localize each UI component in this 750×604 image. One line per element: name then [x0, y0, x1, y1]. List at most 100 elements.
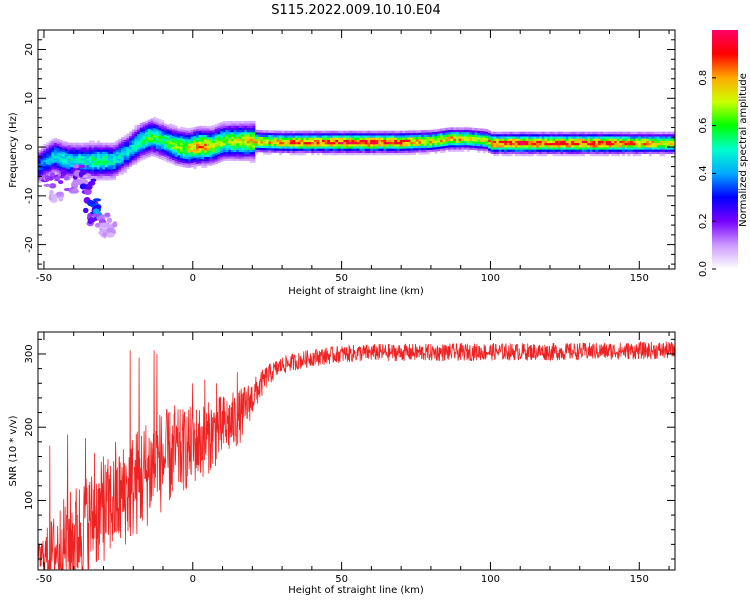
heatmap-cell: [560, 138, 564, 141]
heatmap-cell: [271, 145, 275, 149]
heatmap-cell: [608, 149, 612, 152]
heatmap-cell: [96, 151, 101, 155]
heatmap-cell: [46, 159, 50, 163]
heatmap-cell: [38, 173, 42, 177]
heatmap-cell: [552, 151, 556, 155]
heatmap-cell: [555, 149, 559, 152]
heatmap-cell: [150, 118, 154, 122]
heatmap-cell: [367, 141, 371, 145]
heatmap-cell: [552, 136, 556, 139]
heatmap-cell: [64, 148, 68, 151]
heatmap-cell: [271, 136, 275, 140]
heatmap-cell: [391, 132, 395, 136]
heatmap-cell: [506, 153, 510, 157]
heatmap-cell: [560, 136, 564, 139]
heatmap-cell: [399, 152, 403, 156]
heatmap-cell: [348, 143, 352, 147]
heatmap-cell: [158, 152, 162, 155]
heatmap-cell: [656, 138, 660, 141]
heatmap-cell: [474, 130, 478, 133]
heatmap-cell: [501, 140, 505, 144]
heatmap-cell: [573, 136, 577, 139]
heatmap-cell: [447, 134, 451, 137]
heatmap-cell: [252, 125, 256, 128]
heatmap-cell: [429, 140, 433, 144]
heatmap-cell: [40, 156, 44, 160]
heatmap-cell: [51, 154, 55, 157]
heatmap-cell: [434, 129, 438, 132]
heatmap-cell: [308, 148, 312, 151]
heatmap-cell: [589, 149, 593, 152]
heatmap-cell: [46, 170, 50, 174]
heatmap-cell: [134, 138, 138, 141]
heatmap-cell: [86, 162, 90, 166]
heatmap-cell: [573, 147, 577, 150]
heatmap-cell: [525, 136, 529, 139]
heatmap-cell: [654, 151, 658, 155]
heatmap-cell: [230, 142, 234, 146]
heatmap-cell: [86, 164, 90, 168]
heatmap-cell: [603, 142, 607, 146]
heatmap-cell: [198, 141, 202, 144]
heatmap-cell: [96, 177, 101, 181]
heatmap-cell: [367, 143, 371, 147]
heatmap-cell: [402, 143, 406, 147]
heatmap-cell: [327, 130, 331, 134]
heatmap-cell: [67, 173, 71, 176]
heatmap-cell: [174, 145, 178, 149]
heatmap-cell: [225, 138, 229, 142]
heatmap-cell: [348, 130, 352, 134]
heatmap-cell: [504, 144, 508, 148]
heatmap-cell: [563, 151, 567, 155]
heatmap-cell: [94, 158, 98, 161]
heatmap-cell: [222, 136, 226, 139]
heatmap-cell: [182, 138, 186, 141]
heatmap-cell: [565, 142, 569, 146]
heatmap-cell: [648, 153, 652, 157]
heatmap-cell: [603, 131, 607, 135]
heatmap-cell: [477, 145, 481, 149]
heatmap-cell: [118, 154, 122, 157]
heatmap-cell: [549, 144, 553, 148]
heatmap-cell: [113, 173, 117, 176]
heatmap-cell: [340, 148, 344, 151]
heatmap-cell: [201, 125, 205, 129]
heatmap-cell: [188, 165, 192, 168]
heatmap-cell: [477, 128, 481, 131]
heatmap-cell: [206, 147, 210, 151]
heatmap-cell: [571, 140, 575, 144]
heatmap-cell: [94, 151, 98, 155]
heatmap-cell: [246, 120, 251, 124]
heatmap-cell: [155, 133, 159, 136]
heatmap-cell: [263, 143, 267, 146]
heatmap-cell: [597, 142, 601, 146]
heatmap-cell: [619, 138, 623, 141]
heatmap-cell: [656, 136, 660, 139]
heatmap-blob: [100, 229, 108, 233]
heatmap-cell: [230, 153, 234, 157]
heatmap-cell: [188, 149, 192, 153]
heatmap-cell: [613, 140, 618, 144]
heatmap-cell: [319, 150, 323, 154]
heatmap-cell: [54, 166, 58, 170]
heatmap-cell: [431, 129, 435, 133]
heatmap-cell: [59, 161, 63, 165]
figure-title: S115.2022.009.10.10.E04: [271, 3, 440, 18]
heatmap-cell: [171, 133, 176, 136]
heatmap-cell: [319, 135, 323, 138]
heatmap-cell: [426, 151, 430, 155]
heatmap-cell: [115, 155, 119, 159]
heatmap-cell: [493, 142, 497, 146]
heatmap-cell: [142, 156, 146, 160]
heatmap-cell: [563, 142, 567, 146]
heatmap-cell: [437, 135, 441, 139]
heatmap-cell: [244, 131, 248, 135]
heatmap-cell: [102, 173, 106, 176]
heatmap-cell: [212, 153, 216, 157]
heatmap-cell: [188, 152, 192, 155]
heatmap-cell: [204, 158, 208, 162]
heatmap-cell: [399, 137, 403, 140]
heatmap-cell: [115, 160, 119, 163]
heatmap-cell: [260, 130, 264, 133]
heatmap-cell: [88, 144, 92, 148]
